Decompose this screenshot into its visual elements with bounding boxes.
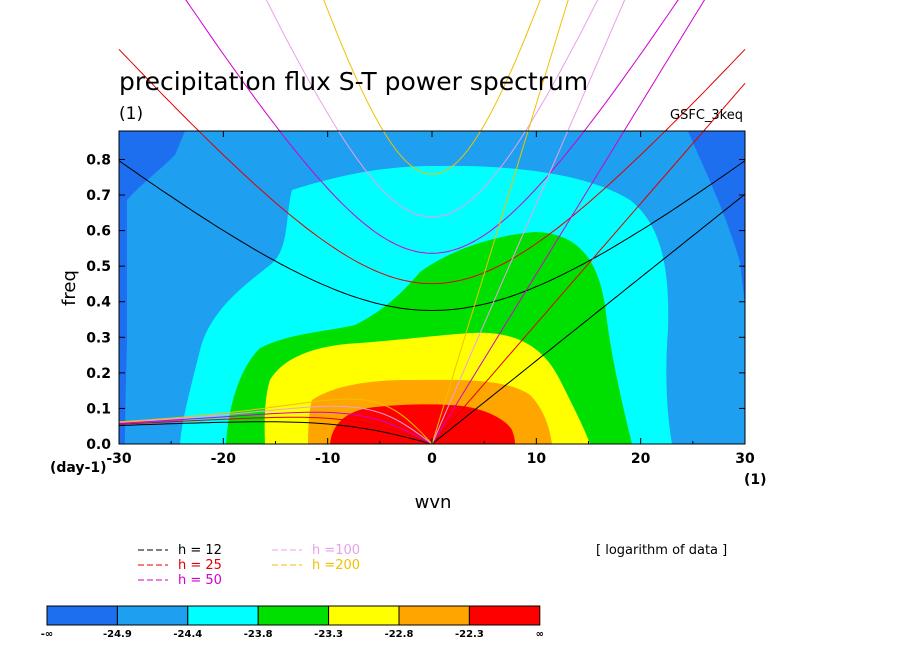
y-tick-label: 0.8 xyxy=(86,152,111,168)
colorbar-tick-label: ∞ xyxy=(536,629,544,640)
log-note: [ logarithm of data ] xyxy=(596,543,727,558)
dispersion-curve-er-h25 xyxy=(118,416,433,445)
contour-fills xyxy=(119,131,745,444)
y-tick-label: 0.7 xyxy=(86,188,111,204)
dispersion-curve-ig-h100 xyxy=(265,0,599,218)
y-unit-label: (day-1) xyxy=(50,460,107,476)
x-tick-label: 20 xyxy=(631,451,651,467)
x-tick-label: -20 xyxy=(211,451,237,467)
y-tick-label: 0.5 xyxy=(86,259,111,275)
colorbar-tick-label: -24.4 xyxy=(173,629,202,640)
model-label: GSFC_3keq xyxy=(670,108,743,123)
legend-label: h =200 xyxy=(312,558,360,573)
y-tick-label: 0.2 xyxy=(86,366,111,382)
colorbar-swatch xyxy=(468,605,541,626)
unit-label: (1) xyxy=(119,104,143,124)
dispersion-curves xyxy=(118,0,746,445)
legend-label: h = 25 xyxy=(178,558,222,573)
dispersion-curve-er-h12 xyxy=(118,421,433,445)
colorbar-tick-label: -23.8 xyxy=(244,629,273,640)
colorbar: -∞ -24.9 -24.4 -23.8 -23.3 -22.8 -22.3 ∞ xyxy=(41,605,544,640)
colorbar-tick-label: -24.9 xyxy=(103,629,132,640)
colorbar-swatch xyxy=(398,605,470,626)
dispersion-curve-ig-h25 xyxy=(118,48,746,285)
colorbar-swatch xyxy=(328,605,400,626)
colorbar-swatch xyxy=(187,605,259,626)
y-tick-label: 0.3 xyxy=(86,330,111,346)
x-tick-label: 30 xyxy=(735,451,755,467)
dispersion-curve-ig-h200 xyxy=(323,0,541,175)
colorbar-tick-label: -22.3 xyxy=(455,629,484,640)
y-tick-label: 0.1 xyxy=(86,401,111,417)
dispersion-curve-kelvin-h200 xyxy=(431,0,569,445)
x-tick-label: -30 xyxy=(106,451,132,467)
dispersion-curve-kelvin-h50 xyxy=(431,0,706,445)
x-tick-label: 0 xyxy=(427,451,437,467)
x-tick-label: 10 xyxy=(527,451,547,467)
x-axis-label: wvn xyxy=(415,492,452,513)
x-unit-label: (1) xyxy=(744,472,767,488)
dispersion-curve-kelvin-h100 xyxy=(431,0,626,445)
dispersion-curve-er-h100 xyxy=(118,405,433,445)
axes: -30 -20 -10 0 10 20 30 0.0 0.1 0.2 0.3 0.4 0.5 0.6 0.7… xyxy=(86,131,755,467)
colorbar-tick-label: -22.8 xyxy=(385,629,414,640)
dispersion-curve-kelvin-h25 xyxy=(431,82,746,445)
y-tick-label: 0.0 xyxy=(86,437,111,453)
dispersion-curve-er-h200 xyxy=(118,398,433,445)
colorbar-swatch xyxy=(116,605,189,626)
legend-label: h = 12 xyxy=(178,543,222,558)
y-axis-label: freq xyxy=(59,270,80,306)
dispersion-curve-kelvin-h12 xyxy=(431,193,746,445)
chart-title: precipitation flux S-T power spectrum xyxy=(119,67,588,96)
colorbar-tick-label: -∞ xyxy=(41,629,53,640)
colorbar-tick-label: -23.3 xyxy=(314,629,343,640)
y-tick-label: 0.4 xyxy=(86,295,111,311)
colorbar-swatch xyxy=(46,605,118,626)
y-tick-label: 0.6 xyxy=(86,224,111,240)
x-tick-label: -10 xyxy=(315,451,341,467)
legend-label: h = 50 xyxy=(178,573,222,588)
colorbar-swatch xyxy=(257,605,330,626)
dispersion-curve-er-h50 xyxy=(118,411,433,445)
dispersion-curve-ig-h12 xyxy=(118,160,746,312)
legend-label: h =100 xyxy=(312,543,360,558)
dispersion-curve-ig-h50 xyxy=(185,0,679,254)
